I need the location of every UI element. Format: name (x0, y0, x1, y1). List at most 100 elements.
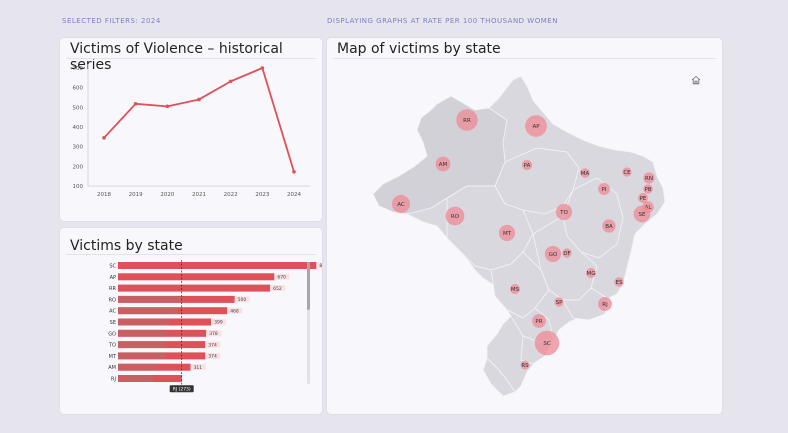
bar (118, 273, 275, 281)
title-divider (66, 58, 316, 59)
category-label: RO (109, 297, 116, 303)
state-bubble (633, 205, 651, 223)
state-label: PB (644, 187, 651, 193)
bar-overlay (118, 341, 166, 349)
x-tick-label: 2022 (224, 192, 238, 198)
title-divider (333, 58, 716, 59)
home-icon[interactable] (691, 75, 701, 85)
y-tick-label: 300 (73, 145, 84, 151)
bar-overlay (118, 318, 170, 326)
bar (118, 329, 207, 337)
category-label: TO (108, 343, 116, 349)
value-label: 374 (208, 354, 217, 360)
state-bubble (498, 224, 516, 242)
value-label-bg (275, 273, 290, 280)
state-bubble (532, 314, 546, 328)
category-label: AC (109, 309, 116, 315)
state-label: PE (640, 196, 647, 202)
state-label: RR (463, 118, 471, 124)
state-label: SE (639, 212, 646, 218)
bar-overlay (118, 375, 154, 382)
bar-overlay (118, 352, 166, 360)
map-panel: Map of victims by state RR AP AM PA MA CE RN PB… (327, 38, 722, 414)
tooltip-bg (169, 385, 194, 393)
bar-overlay (118, 295, 183, 303)
by-state-panel: Victims by state SC 850 AP 670 RR 652 RO 500 AC 4… (60, 228, 322, 414)
state-label: PI (602, 187, 607, 193)
data-point (292, 170, 296, 174)
value-label-bg (235, 296, 250, 303)
category-label: SC (109, 264, 116, 270)
x-tick-label: 2019 (129, 192, 143, 198)
state-label: PR (535, 319, 542, 325)
state-bubble (586, 268, 596, 278)
x-tick-label: 2018 (97, 192, 111, 198)
state-label: AL (645, 205, 653, 211)
state-bubble (643, 184, 653, 194)
value-label-bg (191, 364, 206, 371)
value-label-bg (207, 330, 222, 337)
value-label: 670 (277, 275, 286, 281)
state-bubble (555, 203, 573, 221)
bar-overlay (118, 307, 179, 315)
bar (118, 284, 271, 292)
scrollbar-track[interactable] (307, 262, 310, 384)
state-label: BA (605, 224, 613, 230)
title-divider (66, 254, 316, 255)
y-tick-label: 700 (73, 66, 84, 72)
state-label: CE (623, 170, 631, 176)
value-label: 399 (214, 320, 223, 326)
state-bubble (598, 183, 610, 195)
bar (118, 318, 212, 326)
state-label: RN (645, 176, 653, 182)
value-label: 378 (209, 331, 218, 337)
rate-label: DISPLAYING GRAPHS AT RATE PER 100 THOUSA… (327, 17, 558, 25)
state-bubble (580, 168, 590, 178)
state-bubble (622, 167, 632, 177)
map-title: Map of victims by state (337, 41, 501, 57)
state-label: GO (549, 252, 558, 258)
bar-overlay (118, 363, 158, 371)
country-shape (372, 75, 666, 397)
state-bubble (562, 248, 572, 258)
state-bubble (544, 245, 562, 263)
scrollbar-thumb[interactable] (307, 262, 310, 310)
value-label-bg (206, 341, 221, 348)
value-label: 374 (208, 342, 217, 348)
state-bubble (554, 297, 564, 307)
data-point (197, 97, 201, 102)
value-label-bg (228, 307, 243, 314)
bar (118, 363, 191, 371)
value-label: 468 (230, 308, 239, 314)
state-label: SC (543, 341, 550, 347)
value-label: 652 (273, 286, 282, 292)
data-point (165, 104, 170, 109)
state-bar-chart[interactable]: SC 850 AP 670 RR 652 RO 500 AC 468 SE 399 GO 378 TO 374… (60, 228, 322, 414)
value-label-bg (206, 352, 221, 359)
category-label: RR (109, 286, 116, 292)
y-tick-label: 500 (73, 105, 84, 111)
x-tick-label: 2024 (287, 192, 301, 198)
category-label: AM (108, 365, 116, 371)
historical-line-chart: 700 600 500 400 300 200 100 2018 2019 2020 2021 202… (73, 64, 310, 198)
state-bubble (602, 219, 616, 233)
x-tick-label: 2020 (160, 192, 174, 198)
x-tick-label: 2021 (192, 192, 206, 198)
data-point (228, 79, 233, 84)
y-tick-label: 200 (73, 164, 84, 170)
value-label: 311 (194, 365, 203, 371)
state-bubble (643, 172, 655, 184)
state-bubble (520, 360, 530, 370)
filters-label: SELECTED FILTERS: 2024 (62, 17, 161, 25)
state-bubble (435, 156, 451, 172)
bar-overlay (118, 329, 167, 337)
state-label: TO (559, 210, 568, 216)
value-label: 500 (238, 297, 247, 303)
bar (118, 307, 228, 315)
bar (118, 375, 182, 382)
y-tick-label: 400 (73, 125, 84, 131)
state-label: AC (397, 202, 405, 208)
category-label: SE (110, 320, 116, 326)
series-line (103, 67, 295, 173)
